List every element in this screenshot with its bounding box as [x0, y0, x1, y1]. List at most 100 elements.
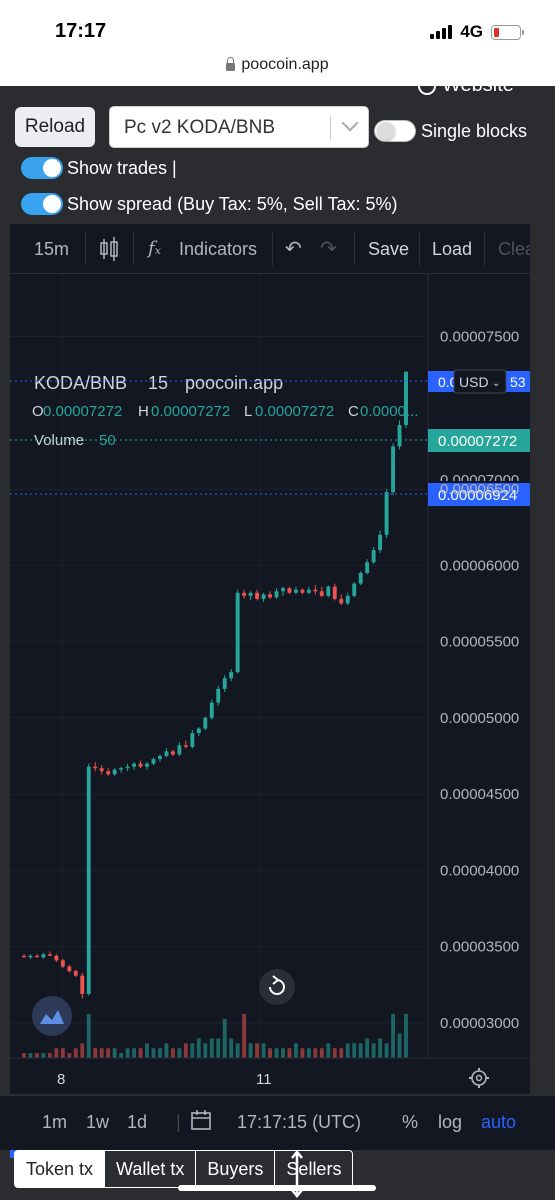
volume-bar: [196, 1038, 201, 1058]
candle-body: [67, 966, 72, 972]
volume-bar: [119, 1053, 124, 1058]
candle-body: [332, 586, 337, 599]
battery-icon: [491, 24, 524, 40]
clear-button[interactable]: Clea: [498, 239, 530, 259]
volume-bar: [300, 1048, 305, 1058]
clock-time[interactable]: 17:17:15 (UTC): [237, 1112, 362, 1132]
redo-icon[interactable]: ↷: [320, 238, 337, 260]
log-toggle[interactable]: log: [438, 1112, 463, 1132]
candle-body: [306, 589, 311, 593]
legend-source: poocoin.app: [185, 373, 283, 393]
gear-icon[interactable]: [469, 1068, 489, 1088]
y-tick-label: 0.00005500: [440, 634, 519, 651]
load-button[interactable]: Load: [432, 239, 473, 259]
candle-body: [365, 562, 370, 573]
percent-toggle[interactable]: %: [402, 1112, 419, 1132]
volume-bar: [404, 1014, 408, 1058]
tab-buyers[interactable]: Buyers: [195, 1150, 276, 1188]
candle-body: [248, 592, 253, 596]
legend-low: 0.00007272: [255, 403, 334, 420]
chart-canvas[interactable]: KODA/BNB 15 poocoin.app O 0.00007272 H 0…: [10, 224, 530, 1094]
interval-button[interactable]: 15m: [34, 239, 70, 259]
volume-bar: [145, 1043, 149, 1058]
volume-bar: [242, 1014, 247, 1058]
auto-toggle[interactable]: auto: [481, 1112, 517, 1132]
range-1w[interactable]: 1w: [86, 1112, 110, 1132]
volume-bar: [313, 1048, 318, 1058]
volume-bar: [319, 1048, 324, 1058]
pair-select-value: Pc v2 KODA/BNB: [124, 117, 275, 138]
tab-token-tx[interactable]: Token tx: [14, 1150, 106, 1188]
legend-open-label: O: [32, 403, 44, 420]
candle-body: [22, 955, 26, 958]
legend-close: 0.0000...: [360, 403, 418, 420]
volume-bar: [67, 1053, 72, 1058]
candle-body: [86, 766, 91, 994]
chart-toolbar: 15m 𝑓ₓ Indicators ↶ ↷ Save Load Clea: [10, 224, 530, 274]
undo-icon[interactable]: ↶: [285, 238, 302, 260]
legend-volume-label: Volume: [34, 432, 84, 449]
volume-bar: [41, 1053, 46, 1058]
price-chart[interactable]: 15m 𝑓ₓ Indicators ↶ ↷ Save Load Clea KOD…: [10, 224, 530, 1094]
tab-sellers[interactable]: Sellers: [274, 1150, 354, 1188]
status-time: 17:17: [55, 20, 107, 42]
network-type: 4G: [460, 22, 483, 41]
legend-close-label: C: [348, 403, 359, 420]
candle-body: [151, 759, 156, 764]
candle-body: [132, 763, 137, 767]
candle-body: [93, 766, 98, 769]
volume-bar: [306, 1048, 311, 1058]
reset-chart-icon[interactable]: [259, 969, 295, 1005]
candle-body: [235, 592, 240, 673]
show-trades-label: Show trades |: [67, 158, 177, 178]
candle-body: [293, 589, 298, 593]
range-1d[interactable]: 1d: [127, 1112, 148, 1132]
range-bar: 1m 1w 1d | 17:17:15 (UTC) % log auto: [0, 1096, 555, 1150]
volume-bar: [371, 1043, 376, 1058]
volume-bar: [397, 1033, 402, 1058]
currency-select[interactable]: [453, 369, 507, 394]
home-indicator: [178, 1185, 376, 1191]
volume-bar: [229, 1038, 234, 1058]
pair-select[interactable]: Pc v2 KODA/BNB: [109, 106, 369, 148]
candle-body: [358, 572, 363, 584]
candle-body: [125, 766, 130, 769]
volume-bar: [339, 1048, 344, 1058]
volume-bar: [365, 1038, 370, 1058]
tab-wallet-tx[interactable]: Wallet tx: [104, 1150, 197, 1188]
y-tick-label: 0.00004500: [440, 786, 519, 803]
candle-body: [177, 745, 182, 755]
volume-bar: [293, 1043, 298, 1058]
candle-body: [80, 975, 85, 994]
show-spread-toggle[interactable]: [21, 193, 63, 215]
volume-bar: [391, 1014, 395, 1058]
reload-button[interactable]: Reload: [15, 107, 95, 147]
volume-bar: [384, 1043, 389, 1058]
candle-body: [404, 371, 408, 426]
candle-body: [170, 751, 175, 755]
volume-bar: [352, 1043, 357, 1058]
select-divider: [330, 116, 331, 140]
status-indicators: 4G: [430, 22, 524, 42]
single-blocks-toggle[interactable]: [374, 120, 416, 142]
volume-bar: [261, 1043, 266, 1058]
tradingview-logo-icon[interactable]: [32, 996, 72, 1036]
candle-body: [242, 592, 247, 596]
top-price-tag-tail: 53: [510, 374, 526, 390]
volume-bar: [73, 1048, 78, 1058]
website-link[interactable]: Website: [418, 86, 514, 97]
candle-body: [268, 594, 272, 598]
show-trades-toggle[interactable]: [21, 157, 63, 179]
indicators-button[interactable]: Indicators: [179, 239, 258, 259]
volume-bar: [332, 1048, 337, 1058]
candle-body: [28, 955, 33, 958]
volume-bar: [177, 1048, 182, 1058]
range-1m[interactable]: 1m: [42, 1112, 68, 1132]
top-price-tag-text: 0.0: [438, 374, 458, 390]
y-tick-label: 0.00004000: [440, 862, 519, 879]
candle-body: [203, 717, 208, 729]
browser-url-bar[interactable]: poocoin.app: [0, 52, 555, 86]
save-button[interactable]: Save: [368, 239, 410, 259]
calendar-icon[interactable]: [190, 1096, 212, 1168]
candle-body: [319, 591, 324, 596]
